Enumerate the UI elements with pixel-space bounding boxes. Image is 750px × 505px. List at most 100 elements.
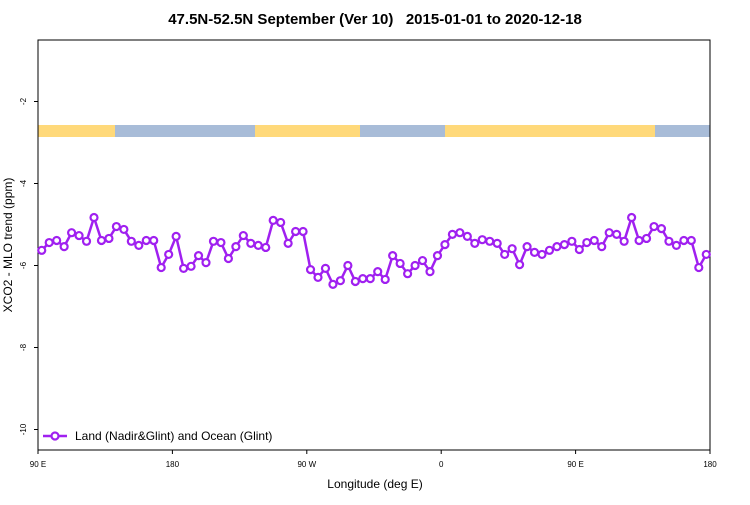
plot-frame <box>37 39 711 451</box>
data-point <box>559 239 570 250</box>
data-point <box>604 228 614 238</box>
x-tick-label: 180 <box>703 460 717 469</box>
data-point <box>589 235 599 246</box>
data-point <box>298 226 308 237</box>
data-point <box>403 269 413 279</box>
x-tick-label: 90 E <box>30 460 46 469</box>
data-point <box>514 260 525 270</box>
data-point <box>358 274 368 284</box>
y-tick-label: -10 <box>19 423 28 435</box>
data-point <box>567 236 577 246</box>
x-tick-label: 90 W <box>297 460 316 469</box>
data-point <box>81 236 92 246</box>
data-point <box>395 258 405 269</box>
data-point <box>149 235 159 246</box>
data-point <box>208 236 219 246</box>
data-point <box>74 230 84 241</box>
y-tick-label: -4 <box>19 179 28 187</box>
data-point <box>52 235 62 246</box>
data-point <box>537 249 547 260</box>
x-tick-label: 0 <box>439 460 444 469</box>
data-point <box>500 249 510 260</box>
data-point <box>276 217 286 228</box>
data-point <box>485 236 495 246</box>
land-band <box>445 125 655 137</box>
data-point <box>410 260 420 271</box>
data-point <box>96 235 107 246</box>
data-point <box>380 274 390 285</box>
data-point <box>574 244 584 255</box>
y-tick-label: -6 <box>19 261 28 269</box>
y-tick-label: -2 <box>19 97 28 105</box>
legend-label: Land (Nadir&Glint) and Ocean (Glint) <box>75 429 272 443</box>
data-point <box>649 221 659 232</box>
data-point <box>164 249 174 260</box>
data-point <box>417 255 428 266</box>
data-point <box>582 237 592 248</box>
data-point <box>223 253 233 264</box>
data-point <box>477 235 487 245</box>
data-point <box>597 242 607 252</box>
data-point <box>335 276 345 286</box>
data-point <box>238 230 248 241</box>
data-point <box>470 238 480 248</box>
data-point <box>126 236 136 246</box>
ocean-band <box>360 125 445 137</box>
data-point <box>694 262 704 273</box>
data-point <box>350 276 360 287</box>
data-point <box>104 233 114 244</box>
data-point <box>37 245 47 255</box>
data-point <box>268 215 278 225</box>
data-point <box>283 238 293 248</box>
data-point <box>462 231 472 241</box>
x-tick-label: 180 <box>166 460 180 469</box>
data-point <box>679 235 689 246</box>
data-point <box>664 236 674 246</box>
land-band <box>38 125 115 137</box>
data-point <box>320 263 331 273</box>
data-point <box>544 245 555 255</box>
data-point <box>111 221 122 232</box>
data-point <box>134 240 144 251</box>
data-point <box>686 235 696 246</box>
data-point <box>89 212 99 223</box>
data-point <box>701 249 711 260</box>
data-point <box>522 242 532 252</box>
data-point <box>634 235 644 246</box>
land-band <box>255 125 360 137</box>
data-point <box>313 272 323 282</box>
data-point <box>328 279 338 289</box>
data-point <box>552 242 562 252</box>
data-point <box>343 260 353 271</box>
chart-title: 47.5N-52.5N September (Ver 10) 2015-01-0… <box>168 11 582 28</box>
data-point <box>656 224 667 234</box>
data-point <box>365 274 375 284</box>
data-point <box>432 251 443 261</box>
data-point <box>305 265 316 275</box>
ocean-band <box>115 125 255 137</box>
data-point <box>373 267 383 277</box>
data-point <box>201 258 211 268</box>
data-point <box>216 237 226 248</box>
data-point <box>179 263 189 273</box>
data-point <box>447 229 457 239</box>
data-point <box>253 240 263 251</box>
y-tick-label: -8 <box>19 343 28 351</box>
data-point <box>388 251 398 261</box>
data-point <box>492 238 502 248</box>
data-point <box>59 242 69 252</box>
data-point <box>261 242 271 253</box>
data-point <box>507 244 517 254</box>
y-axis-label: XCO2 - MLO trend (ppm) <box>1 178 15 313</box>
data-point <box>186 261 196 271</box>
data-point <box>246 238 256 248</box>
ocean-band <box>655 125 710 137</box>
x-axis-label: Longitude (deg E) <box>327 477 422 491</box>
x-tick-label: 90 E <box>567 460 583 469</box>
data-point <box>171 231 181 241</box>
data-point <box>193 251 204 261</box>
legend-marker <box>50 431 60 441</box>
data-point <box>619 236 629 246</box>
land-ocean-strip <box>38 125 710 137</box>
